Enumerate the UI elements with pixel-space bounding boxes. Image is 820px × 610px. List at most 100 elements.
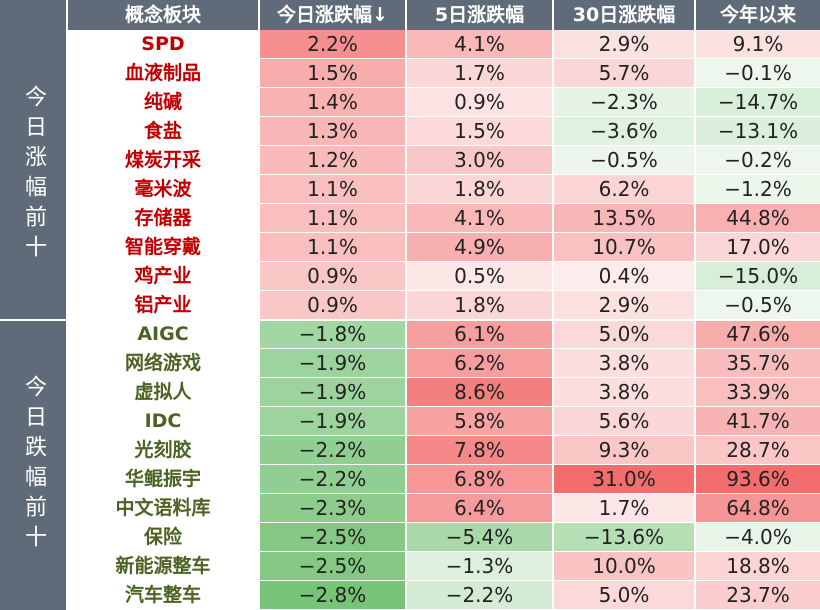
table-row[interactable]: IDC −1.9% 5.8% 5.6% 41.7%	[68, 407, 820, 436]
cell-d30: 13.5%	[554, 204, 696, 233]
cell-d30: 9.3%	[554, 436, 696, 465]
table-row[interactable]: AIGC −1.8% 6.1% 5.0% 47.6%	[68, 320, 820, 349]
cell-d30: 5.0%	[554, 320, 696, 349]
cell-d5: 8.6%	[407, 378, 554, 407]
header-concept[interactable]: 概念板块	[68, 0, 260, 30]
concept-name-cell: 智能穿戴	[68, 233, 260, 262]
table-row[interactable]: 汽车整车 −2.8% −2.2% 5.0% 23.7%	[68, 581, 820, 610]
concept-name-cell: 新能源整车	[68, 552, 260, 581]
table-row[interactable]: 华鲲振宇 −2.2% 6.8% 31.0% 93.6%	[68, 465, 820, 494]
cell-d1: 1.4%	[260, 88, 407, 117]
table-row[interactable]: 光刻胶 −2.2% 7.8% 9.3% 28.7%	[68, 436, 820, 465]
cell-d30: 10.0%	[554, 552, 696, 581]
table-row[interactable]: 保险 −2.5% −5.4% −13.6% −4.0%	[68, 523, 820, 552]
cell-ytd: −0.5%	[696, 291, 820, 320]
cell-ytd: −13.1%	[696, 117, 820, 146]
cell-d1: −2.2%	[260, 436, 407, 465]
concept-name-cell: 铝产业	[68, 291, 260, 320]
group-divider	[0, 319, 820, 321]
cell-ytd: −0.1%	[696, 59, 820, 88]
cell-d5: 7.8%	[407, 436, 554, 465]
cell-ytd: −14.7%	[696, 88, 820, 117]
cell-d30: 2.9%	[554, 291, 696, 320]
cell-d30: 0.4%	[554, 262, 696, 291]
cell-d5: 6.8%	[407, 465, 554, 494]
cell-d5: 1.7%	[407, 59, 554, 88]
cell-d5: −5.4%	[407, 523, 554, 552]
concept-name-cell: 鸡产业	[68, 262, 260, 291]
cell-d30: 5.0%	[554, 581, 696, 610]
cell-d30: 5.7%	[554, 59, 696, 88]
cell-d1: 1.1%	[260, 233, 407, 262]
concept-name-cell: 纯碱	[68, 88, 260, 117]
group-label-top-gainers: 今日涨幅前十	[0, 30, 68, 320]
concept-name-cell: 毫米波	[68, 175, 260, 204]
cell-ytd: 23.7%	[696, 581, 820, 610]
cell-d30: −2.3%	[554, 88, 696, 117]
cell-d30: 31.0%	[554, 465, 696, 494]
header-ytd-change[interactable]: 今年以来	[696, 0, 820, 30]
concept-name-cell: AIGC	[68, 320, 260, 349]
cell-d5: 4.9%	[407, 233, 554, 262]
cell-d5: 5.8%	[407, 407, 554, 436]
cell-d30: 10.7%	[554, 233, 696, 262]
cell-d30: 3.8%	[554, 349, 696, 378]
group-label-text: 今日涨幅前十	[21, 85, 46, 265]
cell-ytd: 9.1%	[696, 30, 820, 59]
cell-d5: 4.1%	[407, 30, 554, 59]
cell-ytd: 44.8%	[696, 204, 820, 233]
cell-d1: 2.2%	[260, 30, 407, 59]
table-row[interactable]: SPD 2.2% 4.1% 2.9% 9.1%	[68, 30, 820, 59]
cell-d1: 1.5%	[260, 59, 407, 88]
cell-d5: 6.2%	[407, 349, 554, 378]
table-row[interactable]: 煤炭开采 1.2% 3.0% −0.5% −0.2%	[68, 146, 820, 175]
cell-d1: 1.1%	[260, 204, 407, 233]
cell-d5: 1.8%	[407, 175, 554, 204]
table-row[interactable]: 虚拟人 −1.9% 8.6% 3.8% 33.9%	[68, 378, 820, 407]
cell-d5: 6.4%	[407, 494, 554, 523]
table-row[interactable]: 食盐 1.3% 1.5% −3.6% −13.1%	[68, 117, 820, 146]
cell-d1: −2.5%	[260, 552, 407, 581]
cell-ytd: 93.6%	[696, 465, 820, 494]
cell-d1: 1.2%	[260, 146, 407, 175]
header-corner	[0, 0, 68, 30]
table-row[interactable]: 新能源整车 −2.5% −1.3% 10.0% 18.8%	[68, 552, 820, 581]
cell-d5: 0.5%	[407, 262, 554, 291]
cell-d30: −3.6%	[554, 117, 696, 146]
table-row[interactable]: 铝产业 0.9% 1.8% 2.9% −0.5%	[68, 291, 820, 320]
concept-name-cell: 中文语料库	[68, 494, 260, 523]
table-row[interactable]: 纯碱 1.4% 0.9% −2.3% −14.7%	[68, 88, 820, 117]
table-row[interactable]: 中文语料库 −2.3% 6.4% 1.7% 64.8%	[68, 494, 820, 523]
table-row[interactable]: 智能穿戴 1.1% 4.9% 10.7% 17.0%	[68, 233, 820, 262]
cell-d5: 1.8%	[407, 291, 554, 320]
table-row[interactable]: 网络游戏 −1.9% 6.2% 3.8% 35.7%	[68, 349, 820, 378]
concept-name-cell: 存储器	[68, 204, 260, 233]
concept-name-cell: 保险	[68, 523, 260, 552]
header-today-change[interactable]: 今日涨跌幅↓	[260, 0, 407, 30]
cell-d1: −1.9%	[260, 378, 407, 407]
cell-d1: 0.9%	[260, 291, 407, 320]
cell-d30: −13.6%	[554, 523, 696, 552]
header-30day-change[interactable]: 30日涨跌幅	[554, 0, 696, 30]
cell-d5: 0.9%	[407, 88, 554, 117]
cell-d5: 6.1%	[407, 320, 554, 349]
concept-name-cell: SPD	[68, 30, 260, 59]
cell-d5: −2.2%	[407, 581, 554, 610]
cell-d5: 3.0%	[407, 146, 554, 175]
cell-d1: −1.9%	[260, 349, 407, 378]
concept-name-cell: 煤炭开采	[68, 146, 260, 175]
cell-ytd: 33.9%	[696, 378, 820, 407]
cell-d1: −1.8%	[260, 320, 407, 349]
table-row[interactable]: 毫米波 1.1% 1.8% 6.2% −1.2%	[68, 175, 820, 204]
cell-d30: 3.8%	[554, 378, 696, 407]
table-row[interactable]: 鸡产业 0.9% 0.5% 0.4% −15.0%	[68, 262, 820, 291]
table-row[interactable]: 存储器 1.1% 4.1% 13.5% 44.8%	[68, 204, 820, 233]
header-5day-change[interactable]: 5日涨跌幅	[407, 0, 554, 30]
cell-d30: 2.9%	[554, 30, 696, 59]
cell-d30: −0.5%	[554, 146, 696, 175]
cell-d5: 4.1%	[407, 204, 554, 233]
table-row[interactable]: 血液制品 1.5% 1.7% 5.7% −0.1%	[68, 59, 820, 88]
cell-ytd: 35.7%	[696, 349, 820, 378]
cell-ytd: 17.0%	[696, 233, 820, 262]
